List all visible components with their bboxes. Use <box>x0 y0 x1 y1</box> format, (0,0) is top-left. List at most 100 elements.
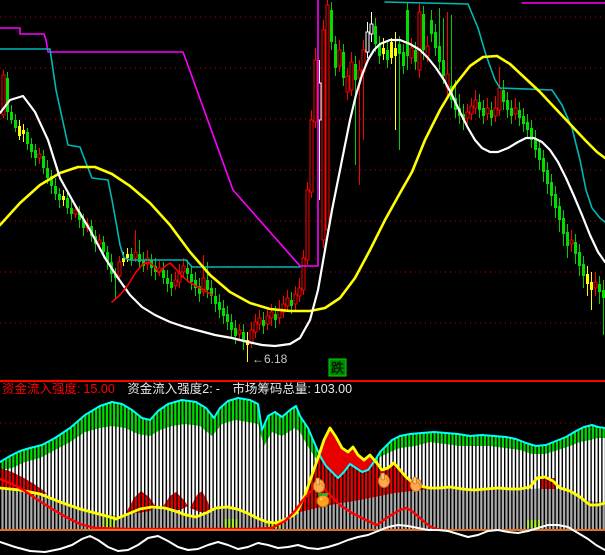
candle-body <box>37 153 42 159</box>
candle-body <box>133 251 138 259</box>
hand-icon <box>378 472 390 488</box>
candle-body <box>526 122 529 130</box>
candle-body <box>502 90 505 102</box>
candle-body <box>253 321 258 333</box>
candle-body <box>201 277 206 293</box>
flow-yellow-line <box>0 426 605 525</box>
candle-body <box>562 218 565 234</box>
indicator-value: - <box>215 382 220 396</box>
candle-body <box>50 176 53 186</box>
indicator-value: 103.00 <box>313 382 353 396</box>
candle-body <box>54 186 57 194</box>
hand-line <box>417 481 421 487</box>
fall-badge <box>328 358 347 377</box>
candle-body <box>162 270 165 278</box>
candle-body <box>210 288 213 296</box>
candle-body <box>349 61 354 91</box>
indicator-label: 市场筹码总量: <box>232 382 311 396</box>
candle-body <box>166 278 169 284</box>
candle-body <box>321 29 326 241</box>
chip-total-line <box>0 397 605 479</box>
candle-body <box>602 290 605 298</box>
fall-badge-text: 跌 <box>331 361 345 376</box>
hand-icon <box>313 477 325 493</box>
candle-body <box>181 265 186 273</box>
candle-body <box>482 108 485 116</box>
candle-body <box>497 87 502 111</box>
candle-body <box>97 239 102 245</box>
candle-body <box>66 198 69 208</box>
candle-body <box>598 284 601 292</box>
candle-body <box>234 328 237 336</box>
candle-body <box>130 254 133 260</box>
candle-body <box>465 111 470 119</box>
candle-body <box>230 322 233 330</box>
candle-body <box>82 220 85 228</box>
panel-divider <box>0 380 605 382</box>
candle-body <box>265 315 270 325</box>
price-chart-panel[interactable]: ←6.18 跌 <box>0 0 605 380</box>
candle-body <box>586 274 589 284</box>
candle-body <box>490 110 493 118</box>
fund-flow-indicator-panel[interactable] <box>0 396 605 555</box>
orange-fruit-icon <box>316 492 330 508</box>
candle-body <box>417 11 422 71</box>
candle-body <box>365 31 370 53</box>
candle-body <box>593 281 598 289</box>
candle-body <box>293 293 298 305</box>
hand-line <box>320 482 324 488</box>
candle-body <box>554 194 557 208</box>
candle-body <box>237 329 242 335</box>
candle-body <box>469 105 474 115</box>
candle-body <box>262 320 265 326</box>
candle-body <box>58 194 61 200</box>
market-chip-total-reading: 市场筹码总量: 103.00 <box>232 382 352 396</box>
candle-body <box>226 314 229 322</box>
candle-body <box>269 311 274 319</box>
candle-body <box>574 242 577 254</box>
indicator-status-bar: 资金流入强度: 15.00 资金流入强度2: - 市场筹码总量: 103.00 <box>0 382 605 396</box>
hand-finger <box>315 477 320 486</box>
candle-body <box>345 75 350 93</box>
candle-body <box>26 132 29 144</box>
candle-body <box>422 14 425 50</box>
candle-body <box>170 282 173 288</box>
candle-body <box>478 102 481 110</box>
candle-body <box>334 44 337 68</box>
candle-body <box>274 314 277 320</box>
candle-body <box>382 48 385 54</box>
candle-body <box>106 252 109 262</box>
candle-body <box>186 268 189 274</box>
hand-line <box>385 477 389 483</box>
candle-body <box>342 52 345 78</box>
candle-body <box>30 144 33 152</box>
fruit-leaf <box>322 492 329 497</box>
candle-body <box>301 257 306 291</box>
candle-body <box>534 138 537 150</box>
hand-icon <box>410 476 422 492</box>
candle-body <box>578 252 581 266</box>
candle-body <box>42 156 45 168</box>
candle-body <box>378 44 381 56</box>
candle-body <box>194 280 197 288</box>
indicator-label: 资金流入强度2: <box>127 382 213 396</box>
candle-body <box>357 69 362 79</box>
candle-body <box>558 206 561 220</box>
candle-body <box>506 100 509 110</box>
hand-finger <box>412 476 417 485</box>
ma-red <box>111 261 213 303</box>
candle-body <box>522 116 525 124</box>
candle-body <box>173 279 178 287</box>
candle-body <box>78 212 81 220</box>
candle-body <box>14 120 17 128</box>
candle-body <box>442 60 445 76</box>
candle-body <box>313 59 318 123</box>
candle-body <box>409 47 414 59</box>
candle-body <box>566 232 569 246</box>
indicator-label: 资金流入强度: <box>2 382 81 396</box>
candle-body <box>102 242 105 252</box>
candle-body <box>582 264 585 276</box>
candle-body <box>46 168 49 178</box>
candle-body <box>390 42 393 58</box>
